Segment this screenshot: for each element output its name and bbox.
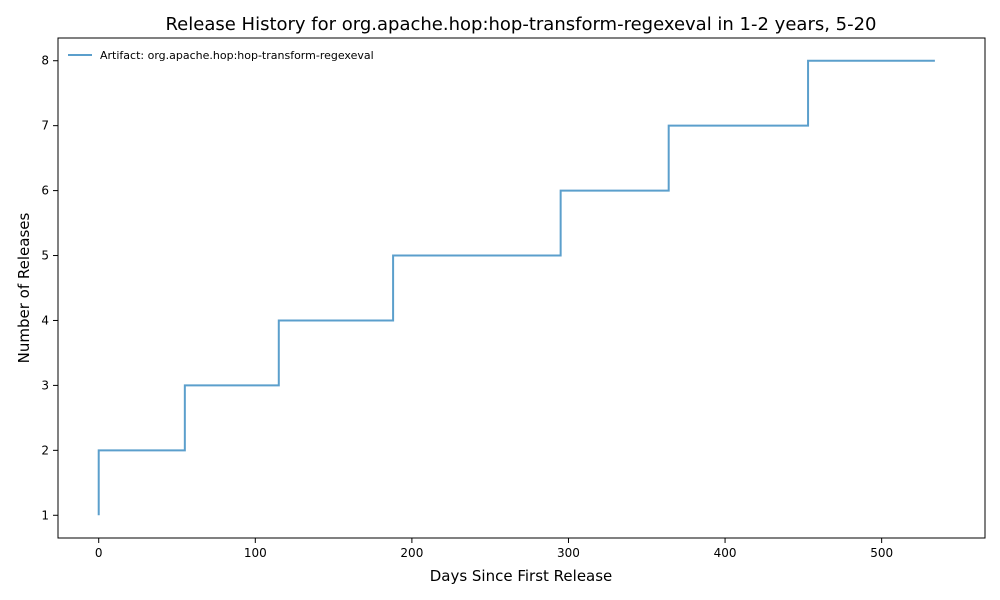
y-tick-label: 5 [41,249,49,263]
x-tick-label: 0 [95,546,103,560]
x-tick-label: 100 [244,546,267,560]
x-tick-label: 400 [714,546,737,560]
series-layer [97,59,935,516]
y-tick-label: 1 [41,508,49,522]
x-axis-label: Days Since First Release [430,567,613,585]
y-axis-label: Number of Releases [15,212,33,363]
legend: Artifact: org.apache.hop:hop-transform-r… [68,49,374,62]
legend-entry-label: Artifact: org.apache.hop:hop-transform-r… [100,49,374,62]
y-tick-label: 6 [41,184,49,198]
x-tick-label: 200 [400,546,423,560]
release-step-line [97,59,935,516]
y-tick-label: 7 [41,119,49,133]
y-tick-label: 3 [41,378,49,392]
y-axis-ticks: 1 2 3 4 5 6 7 8 [41,54,58,522]
x-tick-label: 500 [870,546,893,560]
y-tick-label: 8 [41,54,49,68]
x-tick-label: 300 [557,546,580,560]
y-tick-label: 4 [41,313,49,327]
chart-title: Release History for org.apache.hop:hop-t… [165,14,876,35]
y-tick-label: 2 [41,443,49,457]
x-axis-ticks: 0 100 200 300 400 500 [95,538,893,560]
plot-area [57,37,986,539]
